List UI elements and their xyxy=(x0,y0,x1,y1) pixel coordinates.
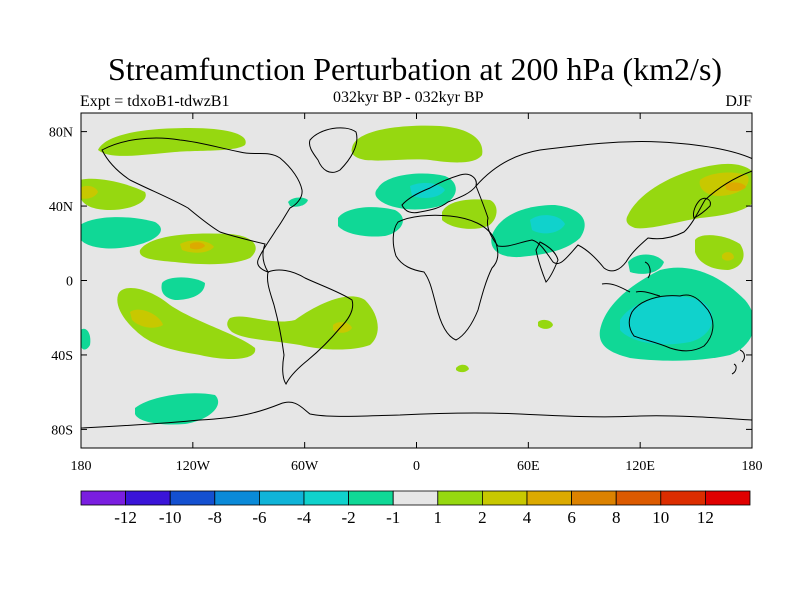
latitude-axis: 80N 40N 0 40S 80S xyxy=(49,126,752,438)
positive-anomaly-africa xyxy=(442,199,497,229)
strong-negative-anomaly-australia xyxy=(620,296,713,345)
colorbar-swatch xyxy=(80,490,126,506)
colorbar-swatch xyxy=(214,490,260,506)
positive-anomaly-southern-ocean xyxy=(456,364,469,373)
positive-anomaly-n-america-arctic xyxy=(98,128,246,156)
colorbar-labels: -12 -10 -8 -6 -4 -2 -1 1 2 4 6 8 10 12 xyxy=(114,508,714,527)
colorbar-label: 2 xyxy=(478,508,487,527)
colorbar-swatch xyxy=(526,490,572,506)
colorbar-label: 8 xyxy=(612,508,621,527)
colorbar-label: -12 xyxy=(114,508,137,527)
negative-anomaly-south-pacific xyxy=(135,393,219,425)
colorbar-label: 12 xyxy=(697,508,714,527)
lon-tick-label: 120W xyxy=(176,459,211,474)
strong-positive-anomaly-pacific-east-asia xyxy=(722,252,734,261)
colorbar-label: -4 xyxy=(297,508,312,527)
negative-anomaly-philippines xyxy=(628,254,664,274)
contour-fills xyxy=(81,125,752,425)
plot-subtitle: 032kyr BP - 032kyr BP xyxy=(333,89,484,106)
colorbar-swatch xyxy=(437,490,483,506)
colorbar-swatch xyxy=(303,490,349,506)
colorbar-label: -2 xyxy=(342,508,356,527)
negative-anomaly-north-atlantic-west xyxy=(338,207,403,237)
colorbar-label: 1 xyxy=(434,508,443,527)
lat-tick-label: 80S xyxy=(51,423,73,438)
positive-anomaly-pacific-east-asia xyxy=(695,235,744,270)
colorbar-swatch xyxy=(392,490,439,506)
colorbar-swatch xyxy=(125,490,171,506)
colorbar xyxy=(80,490,751,506)
experiment-label: Expt = tdxoB1-tdwzB1 xyxy=(80,93,230,110)
lon-tick-label: 0 xyxy=(413,459,420,474)
lat-tick-label: 40N xyxy=(49,200,73,215)
colorbar-label: 4 xyxy=(523,508,532,527)
colorbar-label: -8 xyxy=(208,508,222,527)
positive-anomaly-south-atlantic xyxy=(227,296,378,350)
lat-tick-label: 80N xyxy=(49,126,73,141)
colorbar-swatch xyxy=(169,490,216,506)
positive-anomaly-south-pacific xyxy=(117,287,256,360)
colorbar-label: -6 xyxy=(252,508,266,527)
colorbar-swatch xyxy=(615,490,662,506)
lat-tick-label: 40S xyxy=(51,349,73,364)
lon-tick-label: 60E xyxy=(517,459,540,474)
negative-anomaly-west-pacific xyxy=(81,328,91,350)
lon-tick-label: 60W xyxy=(291,459,319,474)
strong-negative-anomaly-arabia xyxy=(530,215,565,234)
colorbar-swatch xyxy=(348,490,394,506)
peak-positive-anomaly-nw-pacific xyxy=(725,182,746,192)
colorbar-label: -1 xyxy=(386,508,400,527)
positive-anomaly-atlantic-west xyxy=(81,178,146,210)
lat-tick-label: 0 xyxy=(66,275,73,290)
positive-anomaly-south-indian xyxy=(538,319,553,329)
lon-tick-label: 180 xyxy=(742,459,763,474)
strong-negative-anomaly-europe xyxy=(410,182,445,198)
colorbar-swatch xyxy=(571,490,617,506)
lon-tick-label: 180 xyxy=(71,459,92,474)
strong-positive-anomaly-south-pacific xyxy=(130,309,163,328)
negative-anomaly-pacific-central xyxy=(81,217,161,249)
season-label: DJF xyxy=(725,93,752,110)
lon-tick-label: 120E xyxy=(625,459,655,474)
peak-positive-anomaly-east-pacific xyxy=(190,242,205,250)
coastlines xyxy=(81,127,752,429)
strong-positive-anomaly-north-atlantic xyxy=(81,185,98,199)
plot-title: Streamfunction Perturbation at 200 hPa (… xyxy=(107,51,723,87)
colorbar-label: 6 xyxy=(567,508,576,527)
colorbar-swatch xyxy=(481,490,528,506)
positive-anomaly-north-atlantic xyxy=(351,125,483,163)
negative-anomaly-pacific-east xyxy=(161,277,205,300)
colorbar-swatch xyxy=(660,490,706,506)
colorbar-swatch xyxy=(258,490,305,506)
colorbar-label: 10 xyxy=(652,508,669,527)
longitude-axis: 180 120W 60W 0 60E 120E 180 xyxy=(71,113,763,474)
colorbar-swatch xyxy=(705,490,751,506)
colorbar-label: -10 xyxy=(159,508,182,527)
